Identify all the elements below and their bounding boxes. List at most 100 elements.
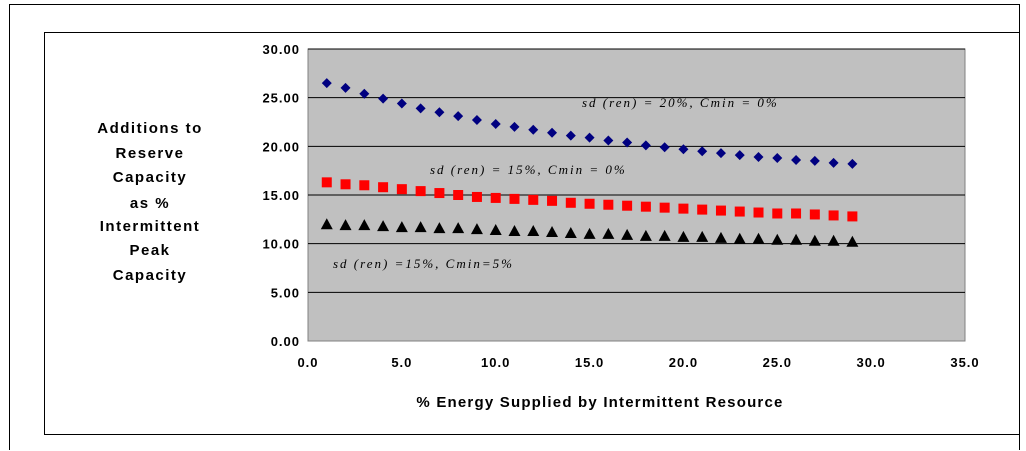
data-point-series-3 xyxy=(714,231,727,243)
data-point-series-3 xyxy=(414,221,427,233)
data-point-series-1 xyxy=(340,82,351,93)
data-point-series-3 xyxy=(546,225,559,237)
data-point-series-1 xyxy=(809,155,820,166)
data-point-series-3 xyxy=(790,233,803,245)
data-point-series-1 xyxy=(734,150,745,161)
y-axis-label-line-6: Peak xyxy=(129,242,170,259)
data-point-series-3 xyxy=(846,235,859,247)
data-point-series-3 xyxy=(827,234,840,246)
data-point-series-1 xyxy=(640,140,651,151)
data-point-series-3 xyxy=(808,234,821,246)
y-axis-label-line-3: Capacity xyxy=(113,169,188,186)
x-axis-ticks: 0.0 5.0 10.0 15.0 20.0 25.0 30.0 35.0 xyxy=(297,355,979,370)
y-tick-label: 0.00 xyxy=(271,334,300,349)
data-points xyxy=(320,78,859,247)
data-point-series-1 xyxy=(547,127,558,138)
data-point-series-3 xyxy=(696,230,709,242)
data-point-series-1 xyxy=(509,121,520,132)
x-tick-label: 25.0 xyxy=(763,355,792,370)
data-point-series-3 xyxy=(564,226,577,238)
data-point-series-1 xyxy=(396,98,407,109)
data-point-series-2 xyxy=(547,195,558,206)
data-point-series-2 xyxy=(603,199,614,210)
y-tick-label: 10.00 xyxy=(262,237,300,252)
x-axis-label: % Energy Supplied by Intermittent Resour… xyxy=(416,394,783,411)
data-point-series-1 xyxy=(471,115,482,126)
data-point-series-1 xyxy=(359,88,370,99)
data-point-series-3 xyxy=(470,223,483,235)
data-point-series-2 xyxy=(715,205,726,216)
y-tick-label: 20.00 xyxy=(262,139,300,154)
data-point-series-2 xyxy=(509,193,520,204)
data-point-series-3 xyxy=(658,229,671,241)
data-point-series-1 xyxy=(697,146,708,157)
data-point-series-1 xyxy=(622,137,633,148)
data-point-series-3 xyxy=(733,232,746,244)
data-point-series-1 xyxy=(603,135,614,146)
data-point-series-2 xyxy=(697,204,708,215)
y-axis-label-line-5: Intermittent xyxy=(100,218,201,235)
data-point-series-3 xyxy=(358,219,371,231)
data-point-series-2 xyxy=(565,197,576,208)
data-point-series-1 xyxy=(434,107,445,118)
data-point-series-1 xyxy=(565,130,576,141)
data-point-series-1 xyxy=(847,158,858,169)
data-point-series-3 xyxy=(320,218,333,230)
chart-svg: 0.00 5.00 10.00 15.00 20.00 25.00 30.00 0.0 5.0… xyxy=(97,42,979,411)
data-point-series-2 xyxy=(396,184,407,195)
data-point-series-2 xyxy=(622,200,633,211)
series-annotation-2: sd (ren) = 15%, Cmin = 0% xyxy=(430,162,627,177)
y-tick-label: 5.00 xyxy=(271,285,300,300)
y-axis-label-line-7: Capacity xyxy=(113,267,188,284)
x-tick-label: 30.0 xyxy=(856,355,885,370)
data-point-series-3 xyxy=(677,230,690,242)
data-point-series-1 xyxy=(453,111,464,122)
data-point-series-2 xyxy=(528,194,539,205)
data-point-series-3 xyxy=(639,229,652,241)
data-point-series-3 xyxy=(583,227,596,239)
data-point-series-2 xyxy=(378,182,389,193)
data-point-series-2 xyxy=(584,198,595,209)
x-tick-label: 0.0 xyxy=(297,355,318,370)
data-point-series-1 xyxy=(772,153,783,164)
data-point-series-2 xyxy=(659,202,670,213)
data-point-series-2 xyxy=(471,191,482,202)
series-annotation-3: sd (ren) =15%, Cmin=5% xyxy=(333,256,514,271)
y-axis-label-line-1: Additions to xyxy=(97,120,202,137)
y-tick-label: 25.00 xyxy=(262,91,300,106)
data-point-series-1 xyxy=(715,148,726,159)
data-point-series-2 xyxy=(640,201,651,212)
data-point-series-2 xyxy=(791,208,802,219)
series-annotation-1: sd (ren) = 20%, Cmin = 0% xyxy=(582,95,779,110)
plot-area xyxy=(307,48,966,342)
data-point-series-2 xyxy=(415,186,426,197)
y-axis-label-line-4: as % xyxy=(130,195,170,212)
data-point-series-3 xyxy=(433,222,446,234)
data-point-series-2 xyxy=(809,209,820,220)
data-point-series-1 xyxy=(753,152,764,163)
data-point-series-2 xyxy=(321,177,332,188)
data-point-series-1 xyxy=(584,132,595,143)
x-tick-label: 35.0 xyxy=(950,355,979,370)
data-point-series-3 xyxy=(752,232,765,244)
data-point-series-2 xyxy=(490,192,501,203)
figure-border: 0.00 5.00 10.00 15.00 20.00 25.00 30.00 0.0 5.0… xyxy=(9,4,1020,450)
data-point-series-3 xyxy=(489,224,502,236)
data-point-series-3 xyxy=(602,227,615,239)
data-point-series-1 xyxy=(490,118,501,129)
x-tick-label: 10.0 xyxy=(481,355,510,370)
data-point-series-2 xyxy=(434,188,445,199)
y-tick-label: 30.00 xyxy=(262,42,300,57)
x-tick-label: 15.0 xyxy=(575,355,604,370)
data-point-series-2 xyxy=(847,211,858,222)
data-point-series-3 xyxy=(339,219,352,231)
data-point-series-3 xyxy=(377,220,390,232)
data-point-series-3 xyxy=(452,222,465,234)
data-point-series-2 xyxy=(678,203,689,214)
data-point-series-1 xyxy=(321,78,332,89)
data-point-series-2 xyxy=(828,210,839,221)
y-axis-label-line-2: Reserve xyxy=(116,145,185,162)
y-axis-ticks: 0.00 5.00 10.00 15.00 20.00 25.00 30.00 xyxy=(262,42,300,349)
data-point-series-2 xyxy=(753,207,764,218)
data-point-series-1 xyxy=(528,124,539,135)
